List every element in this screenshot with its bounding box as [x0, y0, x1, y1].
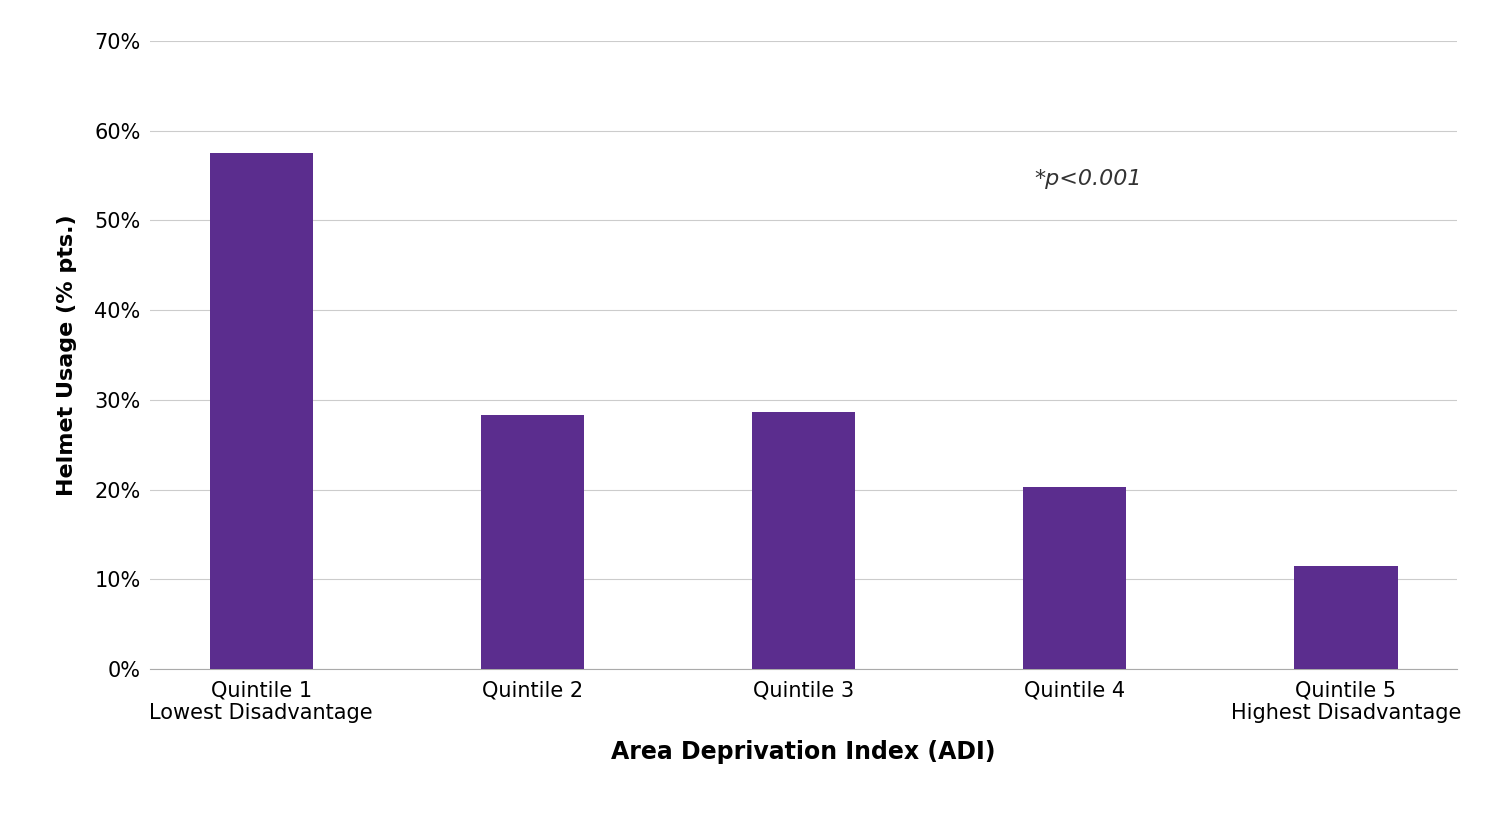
Bar	[753, 411, 855, 669]
Bar	[1295, 566, 1397, 669]
Text: *p<0.001: *p<0.001	[1033, 169, 1142, 189]
X-axis label: Area Deprivation Index (ADI): Area Deprivation Index (ADI)	[611, 740, 996, 764]
Y-axis label: Helmet Usage (% pts.): Helmet Usage (% pts.)	[57, 214, 78, 496]
Bar	[1023, 487, 1126, 669]
Bar	[210, 153, 312, 669]
Bar	[481, 415, 584, 669]
